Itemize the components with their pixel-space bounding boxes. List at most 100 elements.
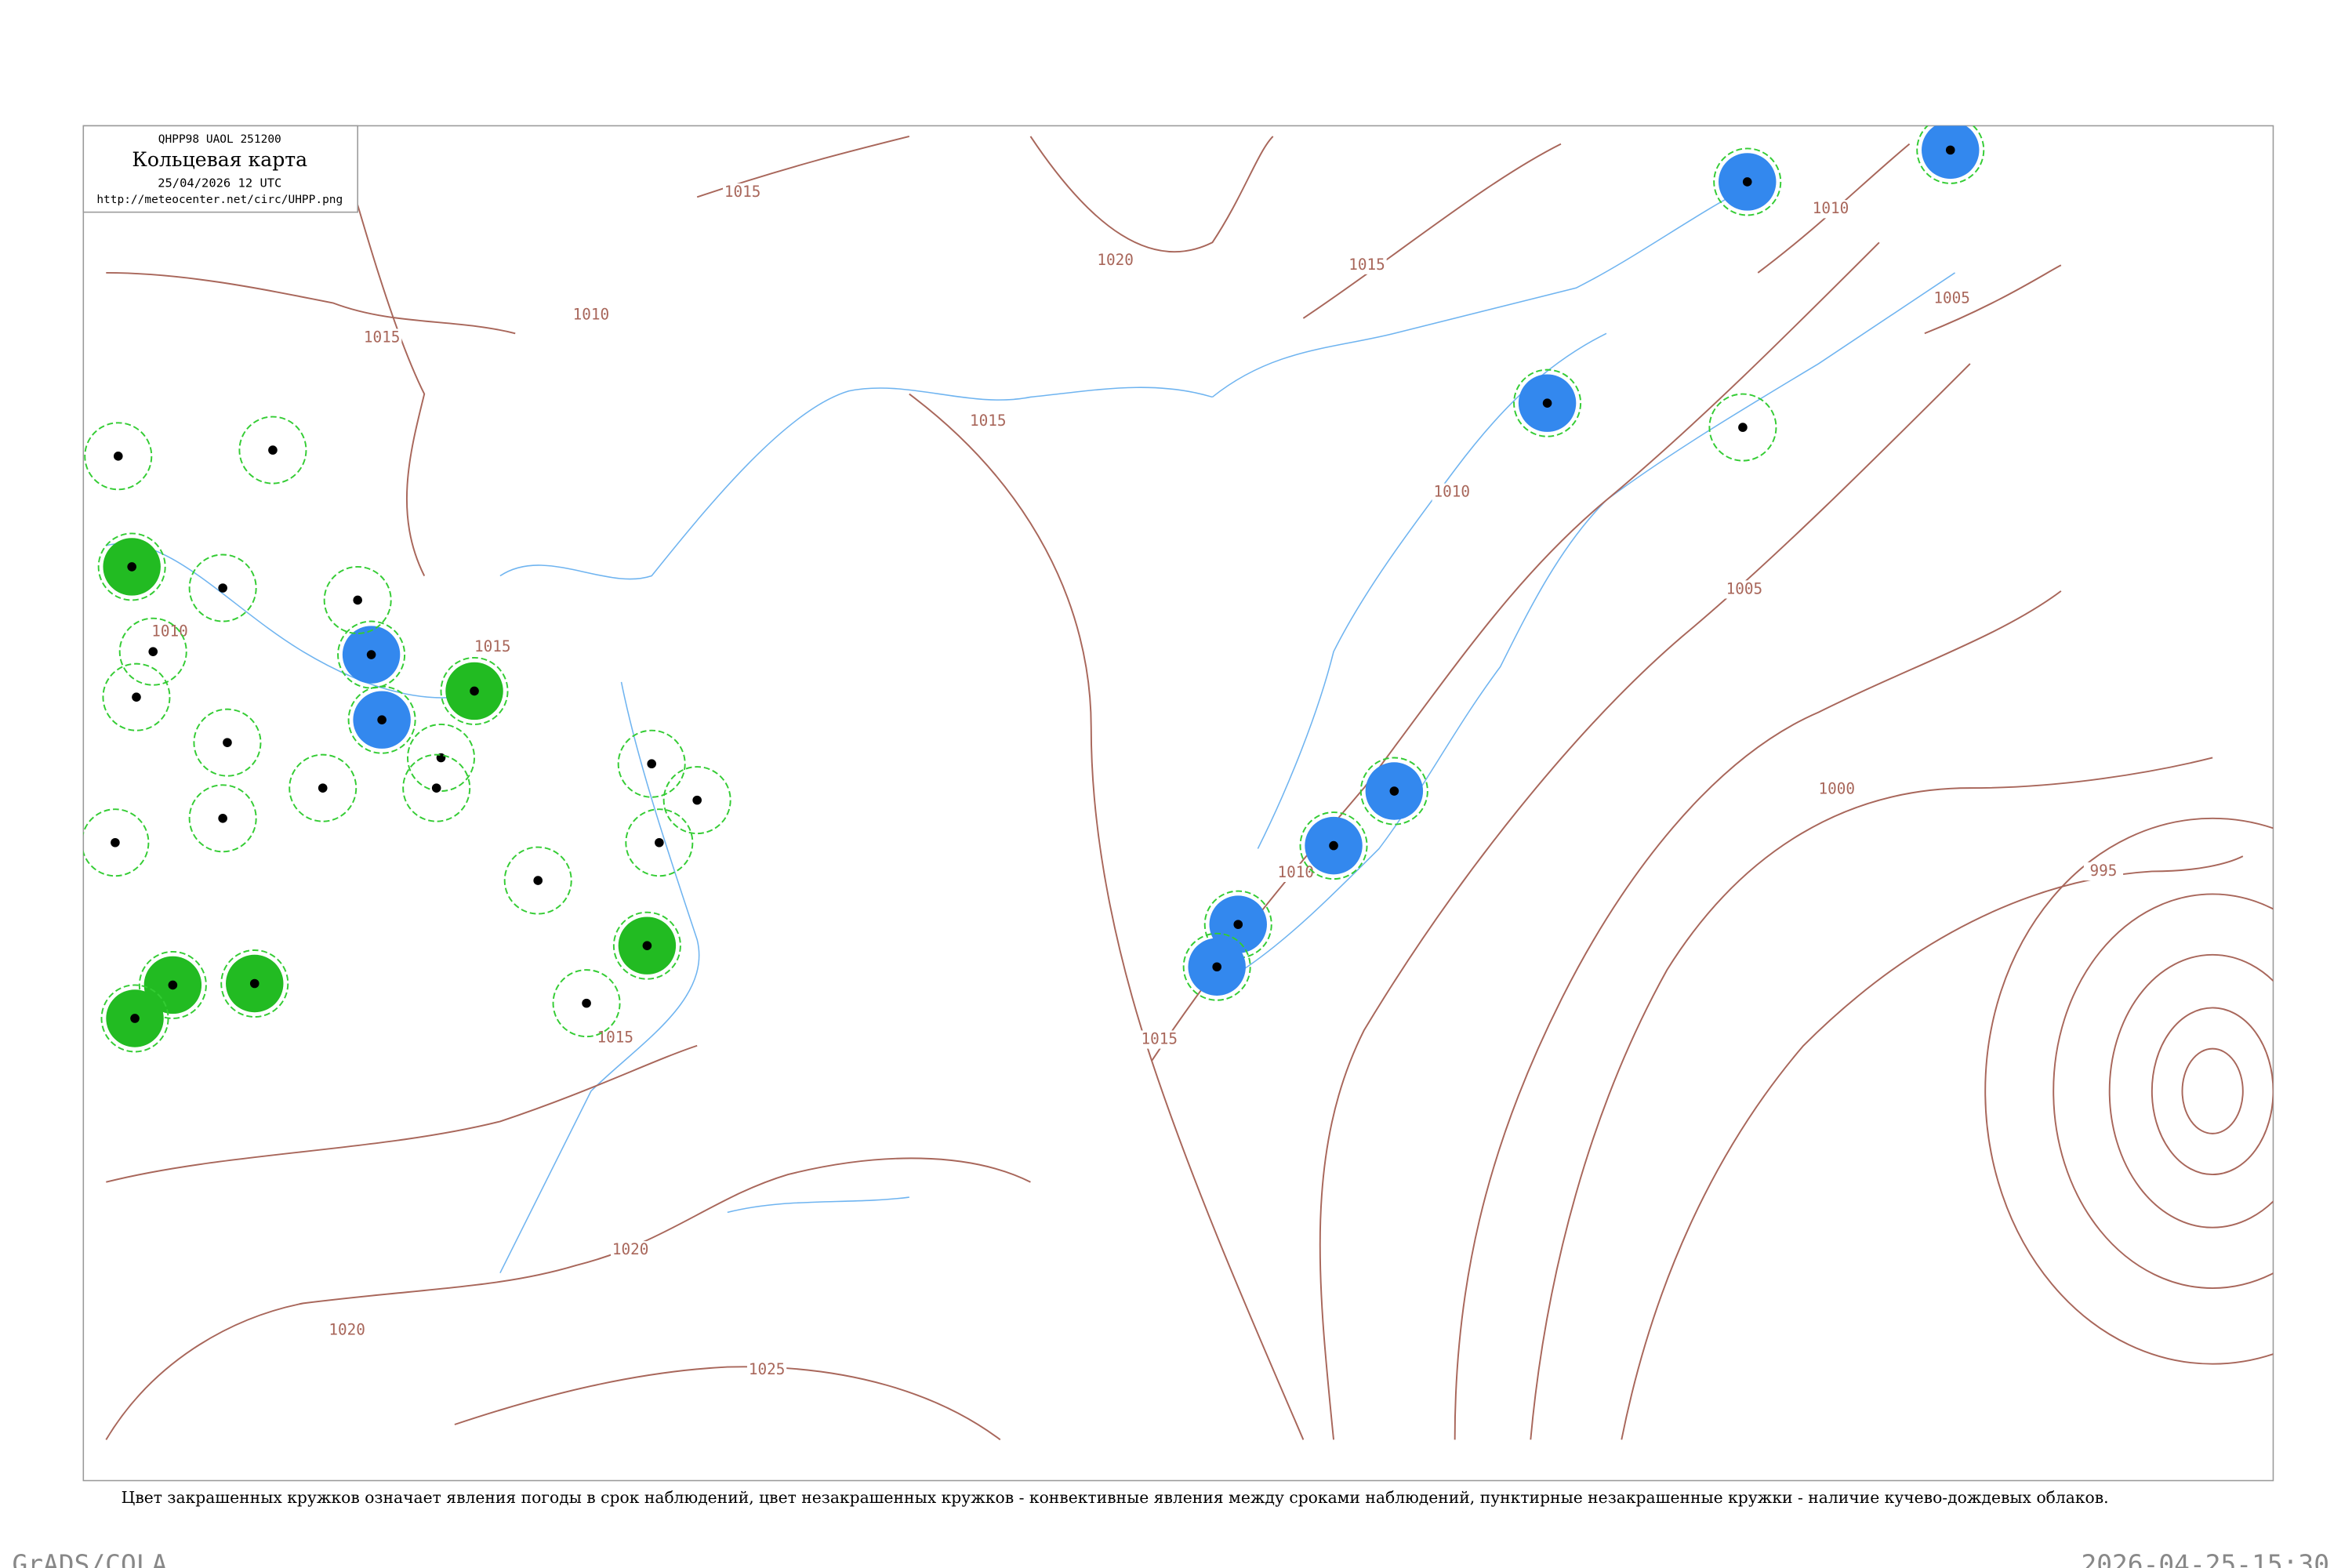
station-dot [1233, 920, 1243, 929]
station-dot [218, 814, 227, 823]
isobar-label-bg [571, 306, 611, 325]
isobar-label: 1010 [1277, 863, 1314, 881]
isobar-label-bg [610, 1241, 651, 1260]
station-ring [402, 753, 471, 822]
station-ring [188, 784, 257, 853]
station-dot [353, 595, 362, 605]
station-ring [617, 729, 686, 798]
station-dot [148, 647, 158, 656]
caption: Цвет закрашенных кружков означает явлени… [122, 1488, 2109, 1507]
station-ring [1203, 890, 1272, 959]
isobar-label-bg [1095, 251, 1135, 270]
station-dot [223, 738, 232, 747]
station-dot [1945, 145, 1955, 155]
isobar-lines [105, 125, 2274, 1441]
station-ring [612, 911, 681, 980]
station-dot [655, 837, 664, 848]
station-ring [1916, 125, 1985, 184]
station-ring [97, 532, 166, 601]
isobar-label: 1020 [1097, 251, 1134, 269]
header-title: Кольцевая карта [132, 148, 307, 171]
station-ring [1708, 393, 1777, 462]
station-dot [692, 795, 702, 805]
station-ring [1299, 811, 1368, 880]
isobar-label: 1020 [328, 1321, 365, 1339]
isobar-label-bg [968, 412, 1008, 430]
station-dot [377, 715, 387, 724]
station-dot [366, 650, 376, 659]
station-ring [337, 620, 406, 689]
station-dot [1212, 962, 1221, 972]
station-ring [102, 662, 171, 731]
station-dot [1542, 398, 1552, 408]
station-dot [431, 783, 441, 793]
isobar-label: 1010 [1434, 483, 1471, 501]
station-dot [111, 837, 120, 848]
station-dot [1389, 786, 1399, 796]
station-ring [625, 808, 694, 877]
station-ring [1513, 368, 1582, 437]
station-ring [1359, 757, 1428, 826]
isobar-label: 1015 [474, 637, 511, 655]
station-ring [83, 808, 150, 877]
isobar-label-bg [1139, 1030, 1179, 1049]
isobar-label: 1010 [573, 306, 610, 324]
station-dot [582, 998, 591, 1008]
map-layers: 1015 1020 1015 1010 1005 1015 1015 1010 1005 1000… [83, 125, 2274, 1441]
isobar-label-bg [746, 1360, 787, 1380]
isobar-label: 1015 [597, 1029, 634, 1047]
footer-right: 2026-04-25-15:30 [2081, 1548, 2329, 1568]
isobar-label-bg [1810, 200, 1851, 219]
header-box [82, 125, 358, 213]
isobar-label-bg [1432, 483, 1472, 502]
isobar-label: 1020 [612, 1240, 649, 1258]
station-dot [1738, 423, 1748, 432]
map-frame [82, 125, 2274, 1482]
isobar-label: 1010 [1813, 199, 1849, 217]
station-ring [289, 753, 358, 822]
station-ring [138, 950, 207, 1019]
station-ring [662, 766, 731, 835]
station-ring [1182, 932, 1251, 1001]
isobar-label-bg [473, 637, 513, 656]
station-ring [552, 969, 621, 1038]
isobar-label: 1015 [1348, 256, 1385, 274]
station-dot [130, 1014, 140, 1023]
station-ring [118, 617, 187, 686]
station-ring [440, 656, 509, 725]
isobar-labels: 1015 1020 1015 1010 1005 1015 1015 1010 1005 1000… [150, 183, 2124, 1380]
station-dot [132, 692, 141, 702]
station-ring [193, 708, 262, 777]
station-dot [318, 783, 328, 793]
isobar-label-bg [150, 622, 190, 641]
station-dot [168, 980, 178, 990]
station-dot [533, 876, 543, 885]
station-dot [470, 686, 479, 696]
isobar-label: 1010 [151, 622, 188, 641]
station-dot [1329, 840, 1338, 851]
station-dot [249, 978, 260, 989]
isobar-label: 1015 [364, 328, 401, 347]
station-ring [188, 554, 257, 622]
isobar-label-bg [1724, 580, 1764, 599]
station-ring [347, 685, 416, 754]
isobar-label-bg [1817, 780, 1857, 799]
station-ring [84, 422, 153, 491]
station-ring [220, 949, 289, 1018]
header-date: 25/04/2026 12 UTC [158, 176, 281, 190]
station-dot [647, 759, 656, 769]
isobar-label: 1005 [1726, 579, 1763, 597]
station-dot [1742, 177, 1752, 187]
isobar-label-bg [327, 1321, 367, 1340]
station-ring [503, 846, 572, 915]
isobar-label-bg [1347, 256, 1387, 274]
station-dot [127, 562, 136, 572]
footer-left: GrADS/COLA [12, 1548, 167, 1568]
header-url: http://meteocenter.net/circ/UHPP.png [96, 194, 343, 206]
station-dot [218, 583, 227, 593]
isobar-label: 1000 [1819, 780, 1856, 798]
isobar-label-bg [1932, 289, 1972, 308]
isobar-label-bg [361, 328, 402, 347]
isobar-label-bg [723, 183, 763, 202]
